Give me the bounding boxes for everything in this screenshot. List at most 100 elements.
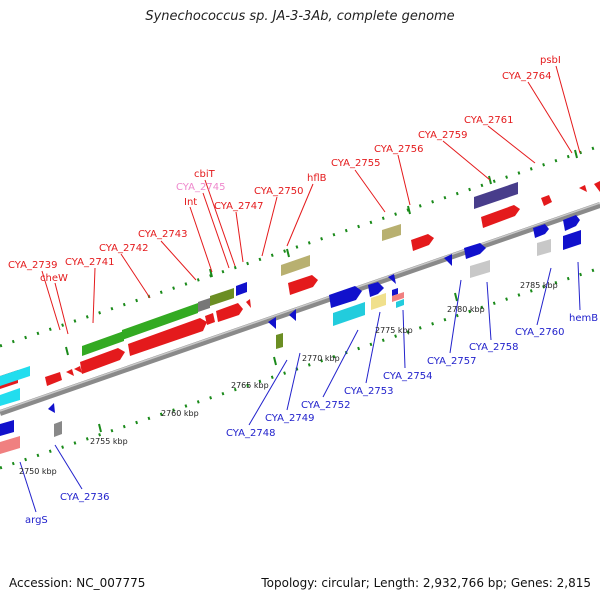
- gene-arrow[interactable]: [329, 286, 362, 308]
- gene-label[interactable]: CYA_2754: [383, 371, 432, 382]
- gene-arrow[interactable]: [396, 299, 404, 308]
- gene-arrow[interactable]: [80, 348, 125, 374]
- gene-label[interactable]: CYA_2741: [65, 257, 114, 268]
- dna-backbone-highlight: [0, 202, 600, 412]
- gene-arrow[interactable]: [276, 333, 283, 349]
- gene-label[interactable]: CYA_2752: [301, 400, 350, 411]
- gene-label[interactable]: CYA_2747: [214, 201, 263, 212]
- leader-line: [19, 461, 37, 513]
- gene-arrow[interactable]: [579, 185, 587, 192]
- gene-label[interactable]: CYA_2742: [99, 243, 148, 254]
- gene-label[interactable]: CYA_2758: [469, 342, 518, 353]
- leader-line: [577, 261, 581, 311]
- forward-major-tick: [286, 248, 290, 258]
- gene-arrow[interactable]: [54, 421, 62, 437]
- leader-line: [449, 279, 462, 354]
- gene-arrow[interactable]: [368, 282, 384, 297]
- gene-arrow[interactable]: [281, 255, 310, 276]
- gene-label[interactable]: CYA_2745: [176, 182, 225, 193]
- gene-arrow[interactable]: [48, 403, 55, 413]
- gene-arrow[interactable]: [0, 420, 14, 436]
- leader-line: [204, 179, 236, 267]
- gene-arrow[interactable]: [122, 303, 198, 340]
- gene-label[interactable]: CYA_2761: [464, 115, 513, 126]
- gene-arrow[interactable]: [563, 230, 581, 250]
- gene-label[interactable]: CYA_2753: [344, 386, 393, 397]
- gene-arrow[interactable]: [382, 224, 401, 241]
- gene-arrow[interactable]: [371, 293, 386, 310]
- gene-arrow[interactable]: [210, 288, 234, 306]
- leader-line: [555, 65, 581, 154]
- gene-arrow[interactable]: [128, 318, 207, 356]
- forward-major-tick: [574, 149, 578, 159]
- gene-label[interactable]: cbiT: [194, 169, 216, 180]
- gene-label[interactable]: hflB: [307, 173, 327, 184]
- gene-label[interactable]: CYA_2764: [502, 71, 551, 82]
- gene-arrow[interactable]: [533, 224, 549, 238]
- gene-arrow[interactable]: [470, 260, 490, 278]
- gene-arrow[interactable]: [563, 215, 580, 231]
- leader-line: [322, 329, 359, 398]
- gene-label[interactable]: CYA_2750: [254, 186, 303, 197]
- gene-arrow[interactable]: [236, 282, 247, 296]
- gene-label[interactable]: CYA_2743: [138, 229, 187, 240]
- leader-line: [261, 196, 278, 257]
- gene-arrow[interactable]: [289, 309, 296, 321]
- gene-label[interactable]: CYA_2739: [8, 260, 57, 271]
- gene-arrow[interactable]: [333, 302, 365, 326]
- leader-line: [54, 444, 83, 490]
- gene-arrow[interactable]: [82, 331, 124, 356]
- accession-text: Accession: NC_007775: [9, 576, 146, 590]
- gene-arrow[interactable]: [481, 205, 520, 228]
- gene-arrow[interactable]: [392, 292, 404, 302]
- scale-tick-label: 2765 kbp: [231, 381, 269, 390]
- reverse-major-tick: [454, 292, 458, 302]
- major-ticks: [65, 149, 578, 433]
- gene-arrow[interactable]: [474, 182, 518, 209]
- forward-major-tick: [209, 268, 213, 278]
- gene-arrow[interactable]: [537, 239, 551, 256]
- gene-arrow[interactable]: [198, 298, 210, 312]
- reverse-major-tick: [273, 356, 277, 366]
- gene-arrow[interactable]: [594, 181, 600, 192]
- gene-arrow[interactable]: [0, 388, 20, 406]
- scale-tick-label: 2750 kbp: [19, 467, 57, 476]
- gene-arrow[interactable]: [66, 369, 74, 376]
- gene-arrow[interactable]: [444, 254, 452, 266]
- gene-arrow[interactable]: [246, 299, 251, 308]
- gene-label[interactable]: psbI: [540, 55, 561, 66]
- gene-arrow[interactable]: [541, 195, 552, 206]
- gene-arrow[interactable]: [0, 366, 30, 386]
- gene-label[interactable]: argS: [25, 515, 48, 526]
- gene-arrow[interactable]: [268, 317, 276, 329]
- gene-arrow[interactable]: [288, 275, 318, 295]
- gene-label[interactable]: CYA_2759: [418, 130, 467, 141]
- gene-label[interactable]: CYA_2755: [331, 158, 380, 169]
- gene-label[interactable]: CYA_2736: [60, 492, 109, 503]
- gene-label[interactable]: CYA_2760: [515, 327, 564, 338]
- leader-line: [41, 270, 61, 331]
- gene-arrow[interactable]: [464, 243, 486, 259]
- dna-backbone: [0, 202, 600, 416]
- leader-line: [486, 281, 492, 341]
- gene-arrow[interactable]: [411, 234, 434, 251]
- scale-tick-label: 2755 kbp: [90, 437, 128, 446]
- gene-arrow[interactable]: [0, 436, 20, 454]
- gene-arrow[interactable]: [74, 366, 82, 373]
- gene-label[interactable]: Int: [184, 197, 197, 208]
- gene-label[interactable]: cheW: [40, 273, 68, 284]
- forward-genes: [0, 181, 600, 389]
- gene-label[interactable]: CYA_2756: [374, 144, 423, 155]
- reverse-leaders: [19, 261, 581, 513]
- gene-label[interactable]: CYA_2748: [226, 428, 275, 439]
- gene-arrow[interactable]: [205, 313, 215, 325]
- gene-label[interactable]: CYA_2757: [427, 356, 476, 367]
- gene-arrow[interactable]: [216, 303, 243, 322]
- leader-line: [286, 183, 314, 247]
- gene-arrow[interactable]: [392, 288, 398, 296]
- gene-arrow[interactable]: [388, 274, 396, 284]
- gene-label[interactable]: CYA_2749: [265, 413, 314, 424]
- gene-label[interactable]: hemB: [569, 313, 598, 324]
- gene-arrow[interactable]: [45, 372, 62, 386]
- leader-line: [202, 192, 230, 269]
